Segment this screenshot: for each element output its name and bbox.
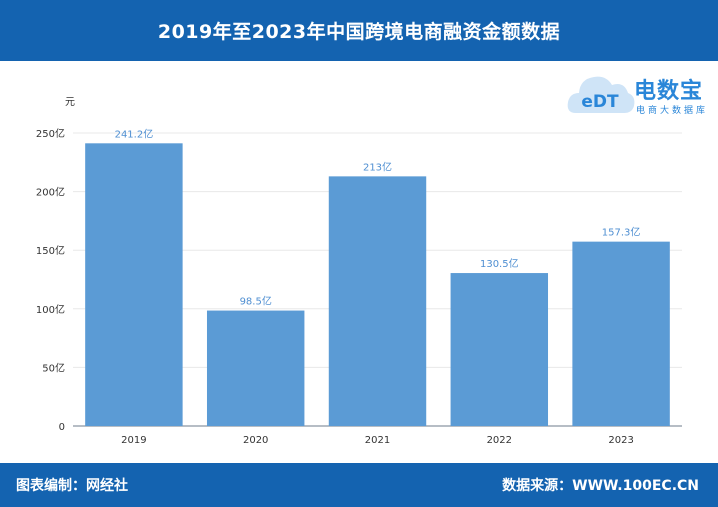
- data-label: 157.3亿: [602, 226, 641, 239]
- y-tick-label: 100亿: [36, 303, 65, 316]
- x-tick-label: 2021: [365, 435, 390, 446]
- data-label: 98.5亿: [240, 295, 272, 308]
- x-tick-label: 2019: [121, 435, 146, 446]
- y-axis-unit: 元: [65, 97, 75, 108]
- bar-2023: [572, 241, 670, 426]
- bar-2020: [206, 310, 305, 426]
- logo-subtitle: 电商大数据库: [636, 106, 709, 116]
- title-banner: 2019年至2023年中国跨境电商融资金额数据: [0, 0, 718, 61]
- bar-2021: [328, 176, 427, 426]
- x-tick-label: 2022: [487, 435, 512, 446]
- x-tick-label: 2023: [608, 435, 633, 446]
- x-tick-label: 2020: [243, 435, 268, 446]
- y-tick-label: 50亿: [42, 361, 65, 374]
- bar-chart: 0 50亿 100亿 150亿 200亿 250亿 元 241.2亿 2019 98.5亿 2020…: [36, 97, 682, 446]
- y-tick-label: 250亿: [36, 127, 65, 140]
- data-label: 130.5亿: [480, 257, 519, 270]
- data-label: 241.2亿: [115, 127, 154, 140]
- footer-compiler: 图表编制：网经社: [16, 478, 128, 494]
- logo-mark: eDT: [581, 92, 619, 112]
- chart-title: 2019年至2023年中国跨境电商融资金额数据: [157, 21, 561, 43]
- y-tick-label: 0: [59, 422, 65, 433]
- edt-logo: eDT 电数宝 电商大数据库: [566, 65, 712, 123]
- y-tick-label: 150亿: [36, 244, 65, 257]
- logo-title: 电数宝: [634, 79, 704, 104]
- footer-source: 数据来源：WWW.100EC.CN: [502, 478, 699, 494]
- bar-2019: [85, 143, 183, 426]
- cloud-icon: eDT: [567, 76, 635, 113]
- footer-bar: 图表编制：网经社 数据来源：WWW.100EC.CN: [0, 463, 718, 507]
- data-label: 213亿: [363, 160, 392, 173]
- y-tick-label: 200亿: [36, 186, 65, 199]
- bar-2022: [450, 273, 549, 426]
